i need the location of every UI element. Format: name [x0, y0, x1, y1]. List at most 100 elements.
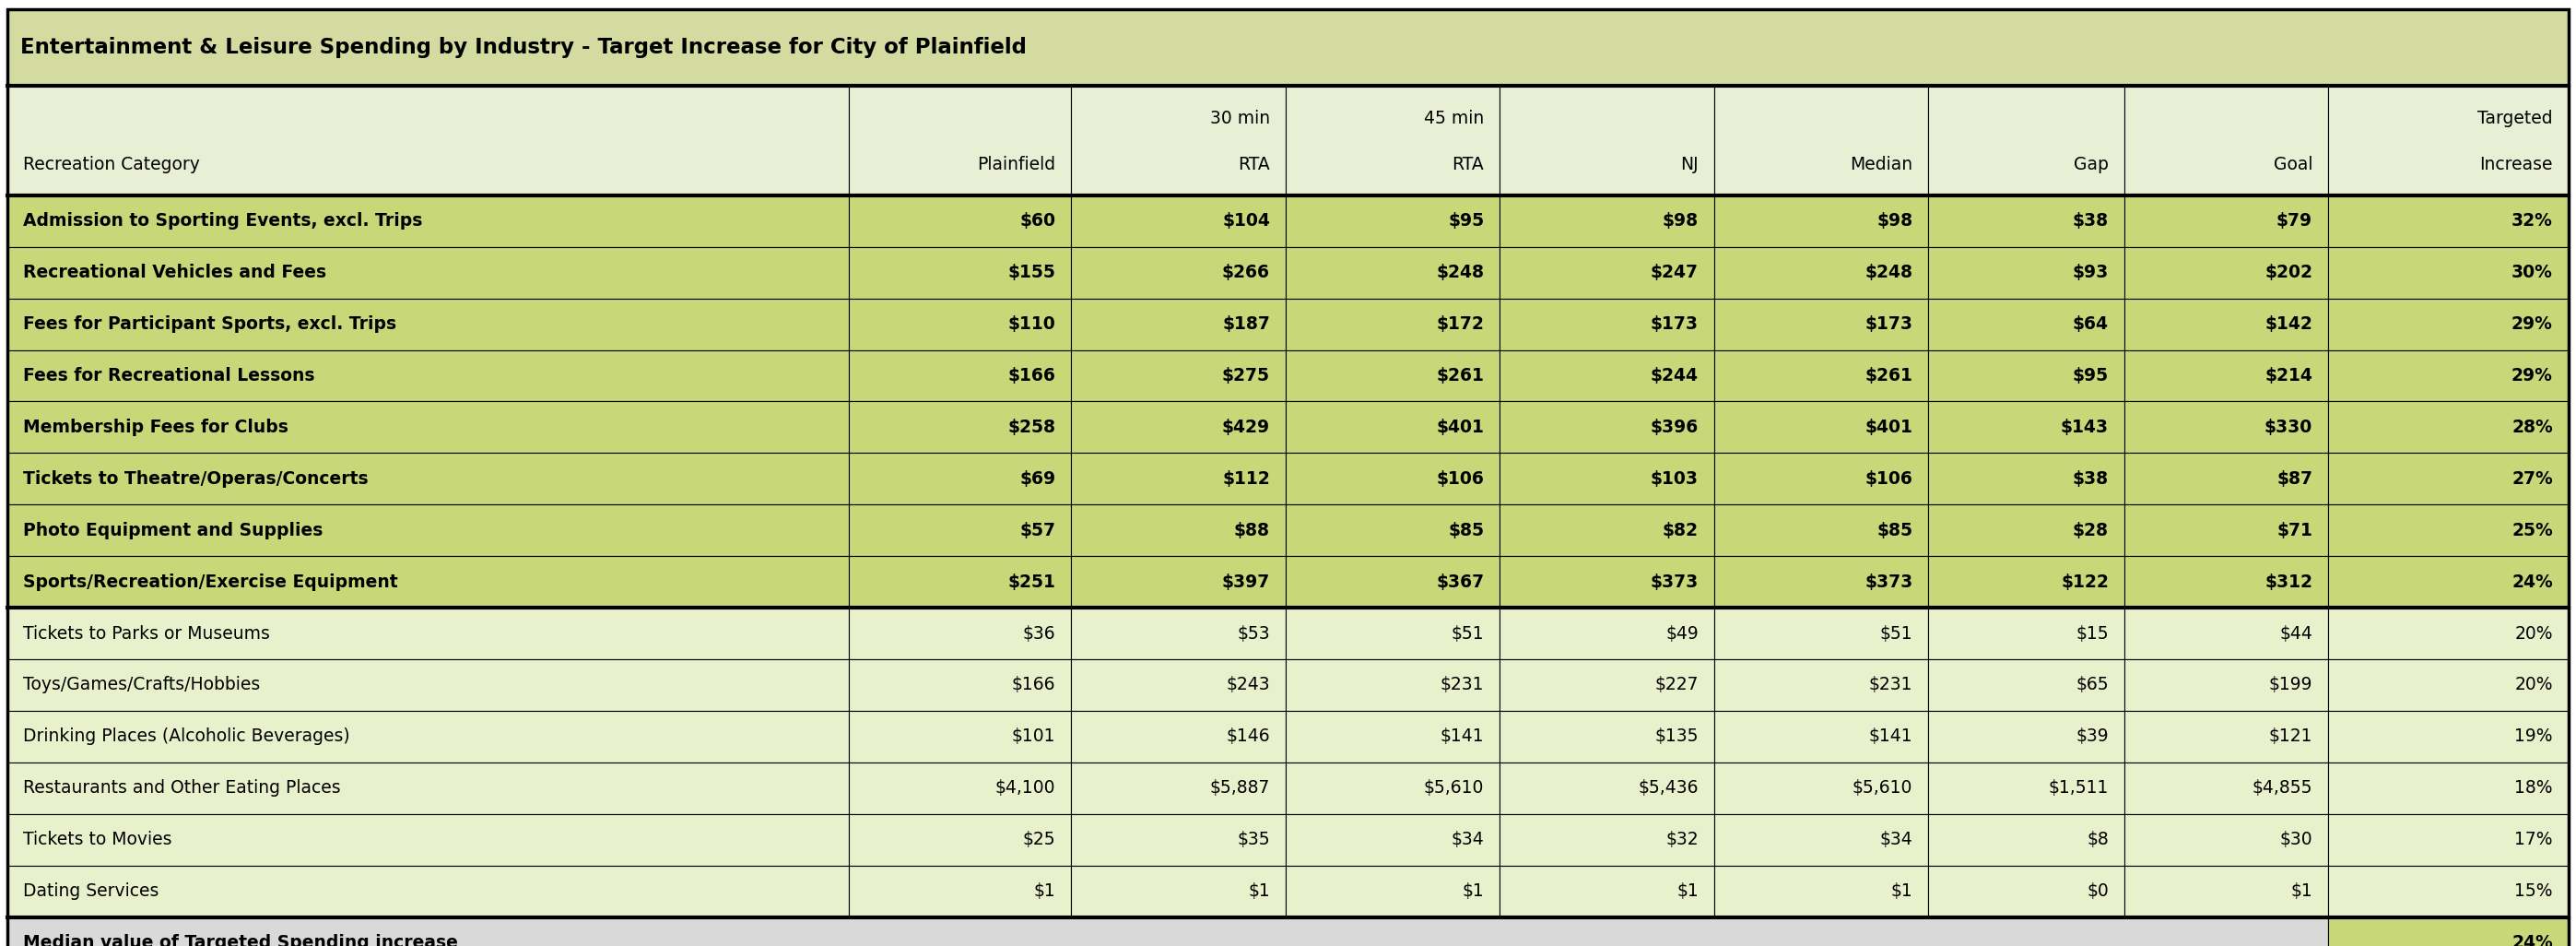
Text: $30: $30 — [2280, 831, 2313, 849]
Text: $95: $95 — [1448, 212, 1484, 230]
Bar — [1285, 866, 1499, 917]
Text: $51: $51 — [1880, 624, 1911, 642]
Bar — [1713, 247, 1927, 298]
Bar — [850, 247, 1072, 298]
Bar — [1927, 453, 2125, 504]
Text: $65: $65 — [2076, 676, 2110, 693]
Bar — [1499, 350, 1713, 401]
Text: $122: $122 — [2061, 573, 2110, 590]
Text: $172: $172 — [1437, 315, 1484, 333]
Text: $141: $141 — [1440, 727, 1484, 745]
Text: Recreational Vehicles and Fees: Recreational Vehicles and Fees — [23, 264, 327, 281]
Bar — [8, 298, 850, 350]
Bar — [2125, 762, 2329, 814]
Text: RTA: RTA — [1239, 156, 1270, 173]
Text: $1: $1 — [1677, 883, 1698, 900]
Text: $275: $275 — [1221, 367, 1270, 384]
Bar — [2329, 710, 2568, 762]
Bar — [1499, 607, 1713, 659]
Text: $35: $35 — [1236, 831, 1270, 849]
Text: Plainfield: Plainfield — [976, 156, 1056, 173]
Text: $146: $146 — [1226, 727, 1270, 745]
Text: $57: $57 — [1020, 521, 1056, 539]
Text: $106: $106 — [1437, 470, 1484, 487]
Text: $1: $1 — [1247, 883, 1270, 900]
Bar — [1713, 762, 1927, 814]
Text: $5,610: $5,610 — [1425, 780, 1484, 797]
Bar — [850, 814, 1072, 866]
Bar — [850, 86, 1072, 195]
Bar — [1927, 195, 2125, 247]
Text: $173: $173 — [1651, 315, 1698, 333]
Text: $155: $155 — [1007, 264, 1056, 281]
Text: $312: $312 — [2264, 573, 2313, 590]
Text: $397: $397 — [1221, 573, 1270, 590]
Text: Photo Equipment and Supplies: Photo Equipment and Supplies — [23, 521, 322, 539]
Bar — [1713, 556, 1927, 607]
Bar — [1285, 504, 1499, 556]
Bar — [1072, 556, 1285, 607]
Bar — [1927, 350, 2125, 401]
Bar — [1927, 866, 2125, 917]
Bar — [1072, 247, 1285, 298]
Bar — [850, 401, 1072, 453]
Bar — [850, 762, 1072, 814]
Text: $85: $85 — [1448, 521, 1484, 539]
Text: $247: $247 — [1651, 264, 1698, 281]
Bar — [2125, 866, 2329, 917]
Text: $5,436: $5,436 — [1638, 780, 1698, 797]
Text: $266: $266 — [1221, 264, 1270, 281]
Text: $1: $1 — [1033, 883, 1056, 900]
Bar — [8, 195, 850, 247]
Text: $36: $36 — [1023, 624, 1056, 642]
Bar — [850, 659, 1072, 710]
Text: $85: $85 — [1878, 521, 1911, 539]
Bar — [1072, 298, 1285, 350]
Bar — [8, 247, 850, 298]
Bar — [2329, 814, 2568, 866]
Text: $98: $98 — [1878, 212, 1911, 230]
Bar — [8, 710, 850, 762]
Bar — [1072, 401, 1285, 453]
Text: $330: $330 — [2264, 418, 2313, 436]
Bar — [8, 866, 850, 917]
Bar — [1285, 86, 1499, 195]
Text: $93: $93 — [2074, 264, 2110, 281]
Text: 30 min: 30 min — [1211, 110, 1270, 128]
Bar — [1072, 453, 1285, 504]
Bar — [8, 762, 850, 814]
Bar — [1927, 556, 2125, 607]
Bar — [2329, 607, 2568, 659]
Bar — [1499, 401, 1713, 453]
Bar — [8, 556, 850, 607]
Text: $34: $34 — [1450, 831, 1484, 849]
Text: Targeted: Targeted — [2478, 110, 2553, 128]
Bar — [2125, 350, 2329, 401]
Text: $112: $112 — [1221, 470, 1270, 487]
Bar — [1499, 556, 1713, 607]
Bar — [1499, 195, 1713, 247]
Bar — [1499, 762, 1713, 814]
Bar — [1499, 814, 1713, 866]
Bar — [1285, 710, 1499, 762]
Bar — [1713, 195, 1927, 247]
Text: $5,610: $5,610 — [1852, 780, 1911, 797]
Bar — [1927, 247, 2125, 298]
Bar — [1072, 504, 1285, 556]
Bar — [1285, 401, 1499, 453]
Text: $187: $187 — [1221, 315, 1270, 333]
Bar — [1713, 710, 1927, 762]
Text: $25: $25 — [1023, 831, 1056, 849]
Bar — [8, 659, 850, 710]
Text: $373: $373 — [1865, 573, 1911, 590]
Bar — [1072, 607, 1285, 659]
Text: $103: $103 — [1651, 470, 1698, 487]
Text: $1: $1 — [1463, 883, 1484, 900]
Bar — [1499, 710, 1713, 762]
Bar — [1927, 86, 2125, 195]
Text: $69: $69 — [1020, 470, 1056, 487]
Bar — [1072, 866, 1285, 917]
Text: 24%: 24% — [2512, 573, 2553, 590]
Bar — [2329, 350, 2568, 401]
Bar — [8, 350, 850, 401]
